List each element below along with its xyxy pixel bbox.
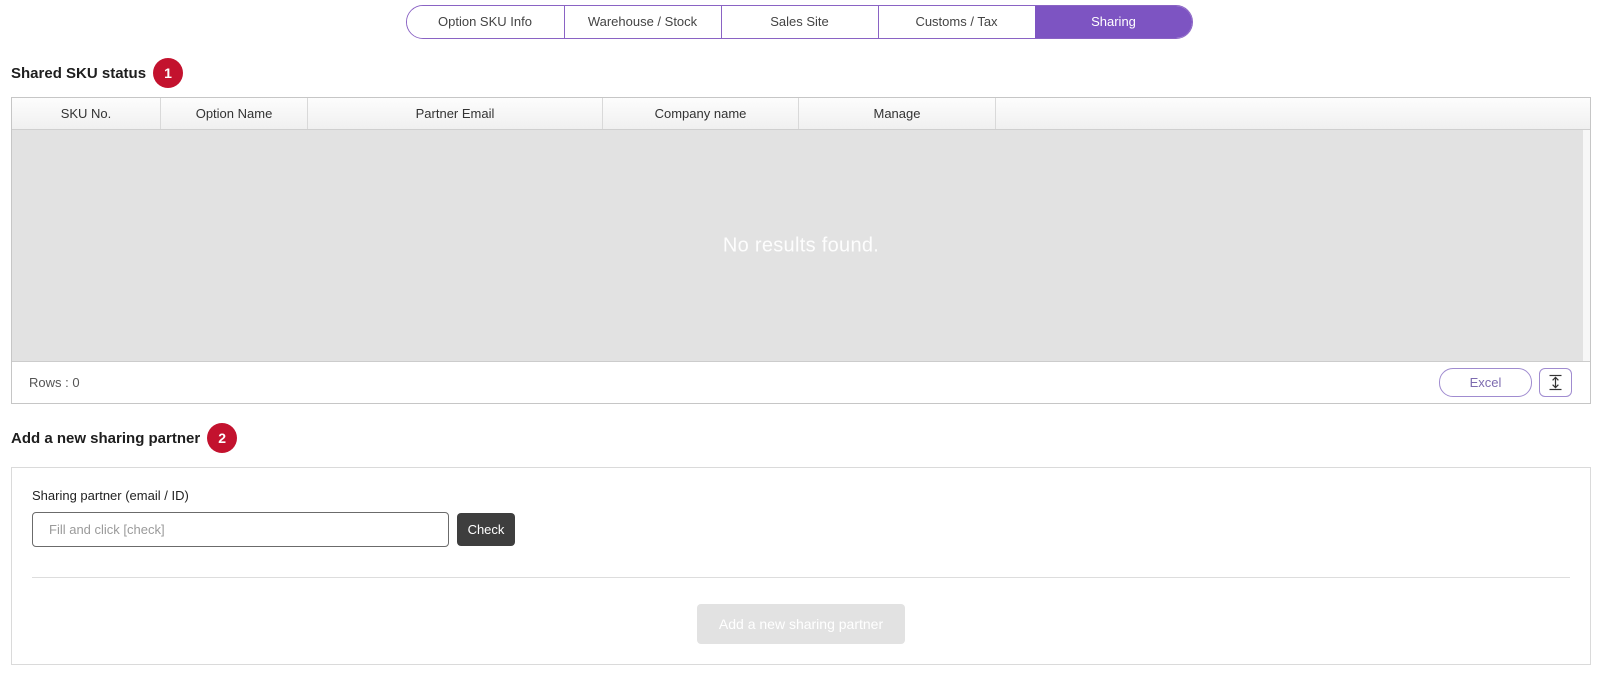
shared-sku-grid: SKU No. Option Name Partner Email Compan… bbox=[11, 97, 1591, 404]
expand-vertical-icon bbox=[1548, 374, 1563, 391]
add-sharing-partner-button[interactable]: Add a new sharing partner bbox=[697, 604, 905, 644]
tab-sales-site[interactable]: Sales Site bbox=[720, 6, 878, 38]
tab-bar: Option SKU Info Warehouse / Stock Sales … bbox=[0, 0, 1598, 39]
partner-email-input[interactable] bbox=[32, 512, 449, 547]
shared-sku-section-head: Shared SKU status 1 bbox=[11, 58, 1598, 88]
add-partner-panel: Sharing partner (email / ID) Check Add a… bbox=[11, 467, 1591, 665]
partner-field-row: Check bbox=[32, 512, 1570, 547]
step-1-badge: 1 bbox=[153, 58, 184, 88]
column-header-company-name: Company name bbox=[603, 98, 799, 129]
check-button[interactable]: Check bbox=[457, 513, 515, 546]
panel-divider bbox=[32, 577, 1570, 578]
tab-warehouse-stock[interactable]: Warehouse / Stock bbox=[563, 6, 721, 38]
grid-header-row: SKU No. Option Name Partner Email Compan… bbox=[12, 98, 1590, 130]
grid-resize-button[interactable] bbox=[1539, 368, 1572, 397]
add-partner-section-head: Add a new sharing partner 2 bbox=[11, 423, 1598, 453]
column-header-sku-no: SKU No. bbox=[12, 98, 161, 129]
empty-results-message: No results found. bbox=[722, 234, 880, 256]
step-2-badge: 2 bbox=[207, 423, 238, 453]
column-header-manage: Manage bbox=[799, 98, 996, 129]
rows-count-label: Rows : 0 bbox=[29, 375, 80, 390]
submit-row: Add a new sharing partner bbox=[32, 604, 1570, 644]
column-header-partner-email: Partner Email bbox=[308, 98, 603, 129]
column-header-filler bbox=[996, 98, 1590, 129]
shared-sku-title: Shared SKU status bbox=[11, 64, 147, 82]
tab-customs-tax[interactable]: Customs / Tax bbox=[877, 6, 1035, 38]
grid-vertical-scrollbar[interactable] bbox=[1583, 130, 1590, 361]
grid-footer: Rows : 0 Excel bbox=[12, 361, 1590, 403]
tab-sharing[interactable]: Sharing bbox=[1034, 6, 1192, 38]
column-header-option-name: Option Name bbox=[161, 98, 308, 129]
partner-field-label: Sharing partner (email / ID) bbox=[32, 488, 189, 503]
tab-group: Option SKU Info Warehouse / Stock Sales … bbox=[405, 5, 1193, 39]
grid-body: No results found. bbox=[12, 130, 1590, 361]
excel-export-button[interactable]: Excel bbox=[1439, 368, 1532, 397]
add-partner-title: Add a new sharing partner bbox=[11, 429, 201, 447]
tab-option-sku-info[interactable]: Option SKU Info bbox=[406, 6, 564, 38]
